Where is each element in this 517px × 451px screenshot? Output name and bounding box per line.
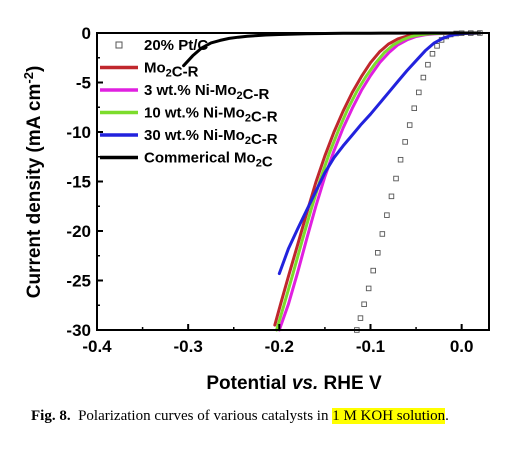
legend-item-ni3: 3 wt.% Ni-Mo2C-R <box>100 82 269 103</box>
series-line <box>275 31 482 332</box>
x-tick-label: -0.3 <box>174 337 203 356</box>
x-tick-label: -0.4 <box>82 337 112 356</box>
caption-highlight: 1 M KOH solution <box>332 408 446 424</box>
series-layer <box>182 30 483 333</box>
series-comm <box>182 31 482 68</box>
y-tick-label: -10 <box>66 123 91 142</box>
data-point <box>370 267 376 274</box>
series-line <box>277 31 482 332</box>
legend-label: Mo2C-R <box>144 60 199 81</box>
figure-caption: Fig. 8. Polarization curves of various c… <box>31 408 517 425</box>
data-point <box>429 51 436 57</box>
y-tick-label: -20 <box>66 222 91 241</box>
legend-label: 30 wt.% Ni-Mo2C-R <box>144 127 278 148</box>
x-tick-label: 0.0 <box>450 337 474 356</box>
data-point <box>411 105 417 111</box>
legend: 20% Pt/C Mo2C-R3 wt.% Ni-Mo2C-R10 wt.% Ni… <box>100 37 278 171</box>
y-tick-label: -30 <box>66 321 91 340</box>
legend-item-comm: Commerical Mo2C <box>100 150 273 171</box>
caption-label: Fig. 8. <box>31 408 71 424</box>
data-point <box>406 122 413 128</box>
y-tick-label: -5 <box>76 74 91 93</box>
caption-text: Polarization curves of various catalysts… <box>78 408 329 424</box>
data-point <box>397 156 404 163</box>
data-point <box>361 301 367 308</box>
legend-item-ni10: 10 wt.% Ni-Mo2C-R <box>100 105 278 126</box>
legend-item-mo2cr: Mo2C-R <box>100 60 199 81</box>
series-pt <box>354 30 483 333</box>
y-axis-title: Current density (mA cm-2) <box>21 66 45 299</box>
series-ni10 <box>275 31 482 332</box>
data-point <box>365 285 372 292</box>
ticks-layer: -0.4 -0.3 -0.2 -0.1 0.0 0 -5 -10 -15 -20 -25 -30 <box>66 24 473 356</box>
data-point <box>384 212 390 218</box>
series-mo2cr <box>273 31 482 327</box>
data-point <box>357 315 364 321</box>
legend-item-ni30: 30 wt.% Ni-Mo2C-R <box>100 127 278 148</box>
series-line <box>182 31 482 68</box>
data-point <box>434 43 440 49</box>
x-axis-title: Potential vs. RHE V <box>206 373 382 394</box>
legend-label: 20% Pt/C <box>144 37 208 54</box>
caption-end: . <box>445 408 449 424</box>
legend-item-pt: 20% Pt/C <box>115 37 208 54</box>
legend-label: Commerical Mo2C <box>144 150 273 171</box>
data-point <box>420 74 427 81</box>
x-tick-label: -0.1 <box>356 337 385 356</box>
data-point <box>416 89 422 96</box>
x-tick-label: -0.2 <box>265 337 294 356</box>
data-point <box>375 250 381 256</box>
series-line <box>273 31 482 327</box>
y-tick-label: -15 <box>66 173 91 192</box>
y-tick-label: -25 <box>66 272 91 291</box>
polarization-chart: -0.4 -0.3 -0.2 -0.1 0.0 0 -5 -10 -15 -20 -25 -30 20… <box>21 24 490 394</box>
legend-label: 3 wt.% Ni-Mo2C-R <box>144 82 269 103</box>
data-point <box>388 193 395 200</box>
data-point <box>379 231 386 237</box>
legend-swatch <box>115 41 123 49</box>
series-line <box>277 31 482 276</box>
data-point <box>393 175 399 182</box>
series-ni3 <box>277 31 482 332</box>
legend-label: 10 wt.% Ni-Mo2C-R <box>144 105 278 126</box>
data-point <box>425 61 431 68</box>
y-tick-label: 0 <box>82 24 91 43</box>
data-point <box>402 139 408 145</box>
series-ni30 <box>277 31 482 276</box>
